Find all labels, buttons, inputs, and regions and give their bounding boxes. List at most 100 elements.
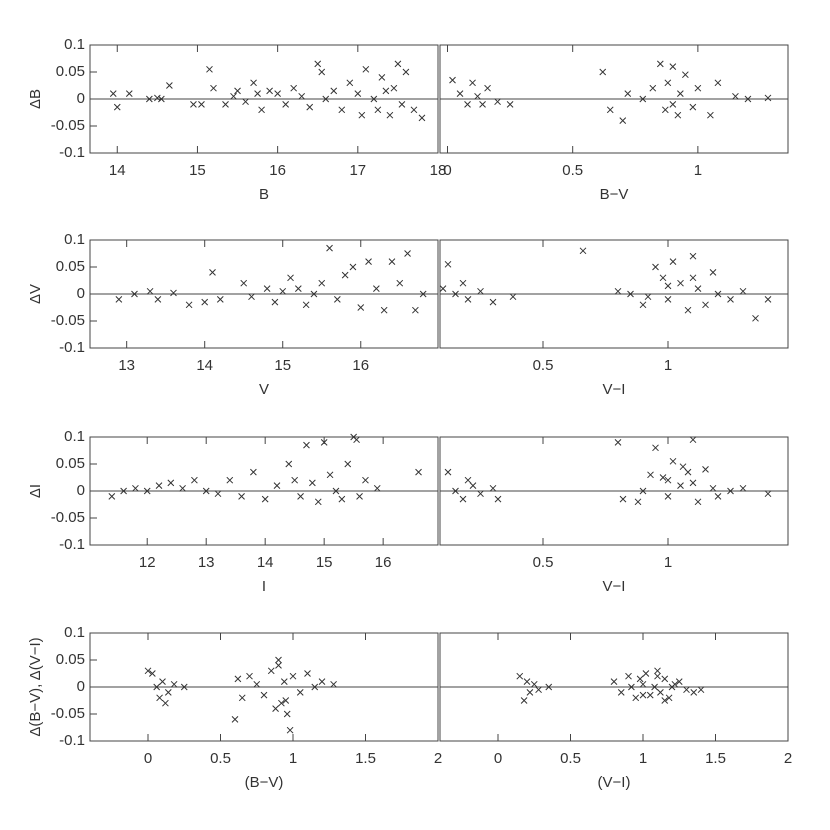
- point: [332, 487, 340, 495]
- point: [644, 293, 652, 301]
- point: [155, 482, 163, 489]
- y-axis-label: ΔB: [27, 89, 44, 109]
- point: [665, 694, 673, 702]
- point: [390, 84, 398, 92]
- x-tick-label: 0.5: [210, 750, 231, 767]
- point: [689, 436, 697, 444]
- y-tick-label: 0.1: [64, 231, 85, 248]
- point: [739, 287, 747, 295]
- point: [333, 296, 341, 303]
- x-tick-label: 1: [289, 750, 297, 767]
- point: [394, 60, 402, 68]
- point: [272, 705, 279, 712]
- point: [156, 694, 163, 702]
- point: [727, 487, 734, 495]
- x-axis-label: (V−I): [598, 774, 631, 791]
- x-tick-label: 18: [430, 162, 447, 179]
- point: [358, 111, 366, 119]
- point: [444, 468, 452, 476]
- point: [659, 474, 667, 481]
- point: [282, 697, 290, 704]
- point: [661, 697, 669, 704]
- x-axis-label: B: [259, 186, 269, 203]
- point: [647, 471, 654, 479]
- point: [474, 92, 481, 100]
- point: [464, 476, 472, 484]
- point: [484, 84, 491, 92]
- point: [639, 95, 647, 103]
- y-tick-label: -0.05: [51, 705, 85, 722]
- point: [694, 498, 702, 506]
- x-tick-label: 0: [443, 162, 451, 179]
- point: [684, 468, 692, 476]
- x-axis-label: V: [259, 381, 269, 398]
- point: [271, 298, 279, 306]
- point: [234, 87, 241, 95]
- point: [373, 285, 380, 292]
- point: [690, 689, 698, 696]
- point: [639, 680, 647, 688]
- y-tick-label: 0.1: [64, 428, 85, 445]
- point: [709, 269, 717, 276]
- x-tick-label: 17: [349, 162, 366, 179]
- point: [357, 304, 365, 311]
- point: [449, 76, 456, 84]
- point: [477, 287, 484, 295]
- point: [714, 79, 722, 87]
- point: [296, 689, 304, 696]
- x-tick-label: 0.5: [562, 162, 583, 179]
- point: [170, 289, 177, 297]
- point: [530, 680, 538, 688]
- point: [689, 479, 697, 487]
- point: [250, 468, 257, 476]
- point: [318, 678, 326, 685]
- point: [639, 691, 647, 699]
- point: [159, 678, 166, 685]
- point: [297, 493, 304, 500]
- point: [113, 103, 121, 111]
- point: [109, 90, 117, 97]
- y-tick-label: -0.05: [51, 509, 85, 526]
- point: [314, 498, 322, 506]
- point: [664, 476, 672, 484]
- point: [143, 487, 151, 495]
- point: [318, 279, 326, 287]
- point: [520, 697, 528, 704]
- point: [263, 285, 271, 292]
- y-tick-label: 0.05: [56, 651, 85, 668]
- point: [216, 296, 224, 303]
- point: [764, 94, 772, 102]
- point: [657, 689, 664, 696]
- point: [170, 680, 178, 688]
- point: [246, 672, 253, 680]
- point: [469, 482, 477, 489]
- point: [439, 285, 447, 292]
- y-axis-label: Δ(B−V), Δ(V−I): [27, 637, 44, 736]
- point: [290, 84, 298, 92]
- point: [764, 490, 772, 498]
- point: [684, 306, 692, 314]
- point: [267, 667, 275, 675]
- point: [365, 258, 372, 265]
- point: [456, 90, 464, 97]
- x-axis-label: V−I: [603, 381, 626, 398]
- point: [444, 260, 452, 268]
- point: [636, 675, 644, 683]
- point: [330, 680, 337, 688]
- point: [326, 471, 334, 479]
- point: [464, 101, 471, 108]
- point: [108, 493, 116, 500]
- x-tick-label: 15: [274, 357, 291, 374]
- point: [617, 689, 625, 696]
- point: [374, 106, 382, 114]
- point: [222, 101, 229, 108]
- point: [669, 258, 677, 265]
- x-tick-label: 14: [196, 357, 213, 374]
- point: [624, 90, 632, 97]
- point: [675, 678, 683, 685]
- point: [258, 106, 265, 114]
- point: [362, 65, 370, 73]
- point: [287, 274, 294, 282]
- point: [523, 678, 531, 685]
- point: [664, 493, 672, 500]
